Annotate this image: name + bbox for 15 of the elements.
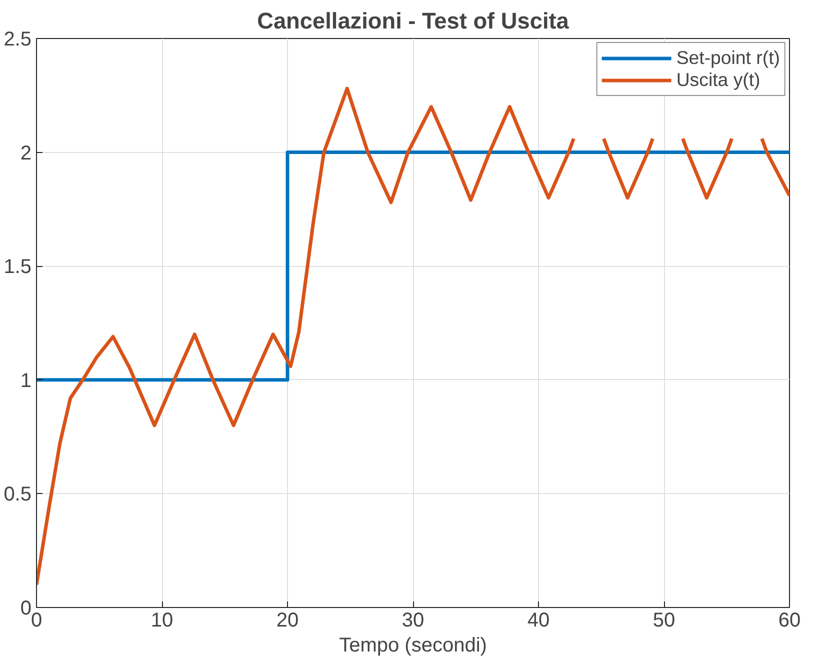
y-tick-label: 1.5 <box>4 256 32 278</box>
y-tick-label: 0.5 <box>4 484 32 506</box>
y-tick-label: 2 <box>20 142 32 164</box>
x-tick-label: 20 <box>276 610 299 632</box>
y-tick-label: 1 <box>20 370 32 392</box>
x-axis-title: Tempo (secondi) <box>339 634 487 656</box>
x-tick-label: 10 <box>150 610 174 632</box>
legend-label: Set-point r(t) <box>676 47 780 69</box>
legend-label: Uscita y(t) <box>676 69 760 91</box>
chart-title: Cancellazioni - Test of Uscita <box>257 8 570 34</box>
x-tick-label: 50 <box>652 610 676 632</box>
x-tick-label: 40 <box>527 610 550 632</box>
y-tick-label: 2.5 <box>4 28 32 50</box>
x-tick-label: 30 <box>402 610 424 632</box>
x-tick-label: 60 <box>778 610 801 632</box>
